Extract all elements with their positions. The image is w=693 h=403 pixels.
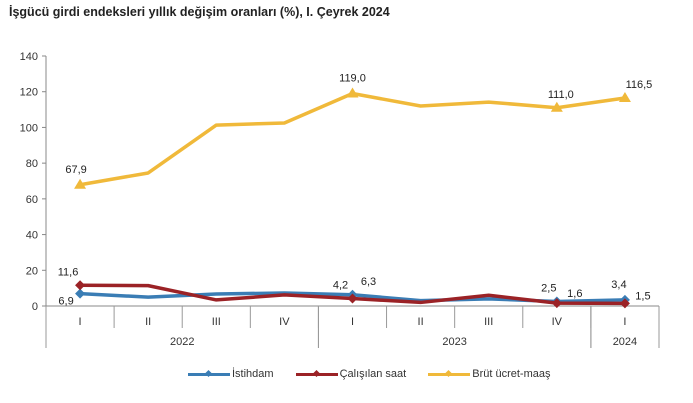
data-point-marker [551, 298, 562, 309]
x-tick-label: IV [279, 316, 290, 328]
x-tick-label: I [79, 316, 82, 328]
legend-line-icon [295, 372, 338, 376]
series-Brüt ücret-maaş: 67,9 119,0 111,0 116,5 [65, 73, 652, 189]
y-tick-label: 120 [20, 87, 38, 99]
legend-line-icon [188, 372, 230, 376]
data-label: 2,5 [541, 283, 556, 295]
y-tick-label: 40 [26, 230, 38, 242]
x-tick-label: II [418, 316, 424, 328]
data-label: 4,2 [333, 280, 348, 292]
data-label: 1,5 [635, 290, 650, 302]
year-group-label: 2022 [170, 336, 194, 348]
legend: İstihdam Çalışılan saat Brüt ücret-maaş [188, 368, 550, 380]
data-label: 6,9 [58, 296, 73, 308]
data-point-marker [347, 293, 358, 304]
x-tick-label: III [484, 316, 493, 328]
data-label: 67,9 [65, 164, 86, 176]
data-label: 3,4 [611, 279, 626, 291]
chart-title: İşgücü girdi endeksleri yıllık değişim o… [9, 5, 390, 19]
legend-item-istihdam[interactable]: İstihdam [188, 368, 274, 380]
y-tick-label: 20 [26, 265, 38, 277]
year-group-label: 2023 [442, 336, 466, 348]
y-tick-label: 140 [20, 51, 38, 63]
x-tick-label: IV [552, 316, 563, 328]
data-point-marker [75, 288, 86, 299]
x-tick-label: III [212, 316, 221, 328]
y-tick-label: 60 [26, 194, 38, 206]
data-label: 6,3 [361, 276, 376, 288]
legend-line-icon [428, 372, 471, 376]
legend-label: İstihdam [232, 368, 274, 380]
data-label: 111,0 [548, 89, 574, 101]
y-tick-label: 100 [20, 122, 38, 134]
data-point-marker [550, 101, 563, 112]
y-tick-label: 0 [32, 301, 38, 313]
data-label: 119,0 [339, 73, 366, 85]
data-point-marker [74, 178, 87, 189]
data-label: 11,6 [58, 266, 79, 278]
data-label: 1,6 [567, 288, 582, 300]
legend-item-brut-ucret-maas[interactable]: Brüt ücret-maaş [428, 368, 550, 380]
x-tick-label: I [623, 316, 626, 328]
data-label: 116,5 [626, 79, 653, 91]
x-tick-label: I [351, 316, 354, 328]
series-Çalışılan saat: 11,6 4,2 1,6 1,5 [58, 266, 651, 309]
year-group-label: 2024 [613, 336, 637, 348]
legend-item-calisilan-saat[interactable]: Çalışılan saat [295, 368, 407, 380]
data-point-marker [619, 298, 630, 309]
data-point-marker [75, 280, 86, 291]
y-tick-label: 80 [26, 158, 38, 170]
data-point-marker [618, 91, 631, 102]
legend-label: Brüt ücret-maaş [472, 368, 551, 380]
legend-label: Çalışılan saat [339, 368, 407, 380]
data-point-marker [346, 87, 359, 98]
x-tick-label: II [145, 316, 151, 328]
